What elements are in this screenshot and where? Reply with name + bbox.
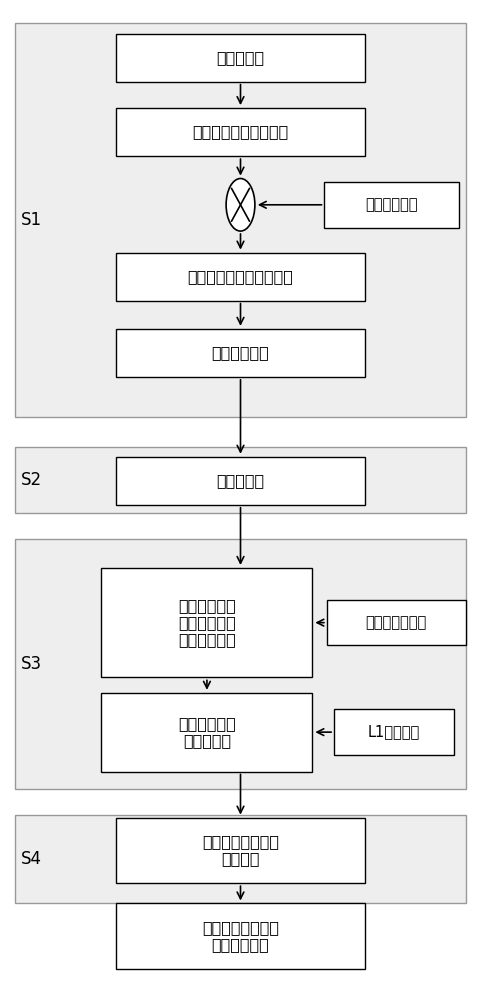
Bar xyxy=(101,568,312,677)
Bar xyxy=(116,903,364,969)
Bar xyxy=(116,108,364,156)
Text: 距离走动校正: 距离走动校正 xyxy=(211,345,269,360)
Text: 构造参考信号: 构造参考信号 xyxy=(365,197,417,212)
Text: 方位向建模: 方位向建模 xyxy=(216,473,264,488)
Text: 筛选目标主要
信息，降低噪
声，矩阵重构: 筛选目标主要 信息，降低噪 声，矩阵重构 xyxy=(178,598,235,648)
Text: S3: S3 xyxy=(21,655,42,673)
Bar xyxy=(326,600,465,645)
Text: L1稀疏约束: L1稀疏约束 xyxy=(367,725,419,740)
Bar xyxy=(324,182,458,228)
Text: S1: S1 xyxy=(21,211,42,229)
Text: S2: S2 xyxy=(21,471,42,489)
Bar xyxy=(15,23,465,417)
Bar xyxy=(116,253,364,301)
Text: 稀疏奇异値目
标函数建立: 稀疏奇异値目 标函数建立 xyxy=(178,716,235,748)
Circle shape xyxy=(226,179,254,231)
Bar xyxy=(116,818,364,883)
Text: 信号距离向傅里叶反变换: 信号距离向傅里叶反变换 xyxy=(187,269,293,284)
Bar xyxy=(15,539,465,789)
Text: 信号距离向傅里叶变换: 信号距离向傅里叶变换 xyxy=(192,125,288,140)
Bar xyxy=(116,34,364,82)
Bar xyxy=(15,815,465,903)
Text: S4: S4 xyxy=(21,850,42,868)
Text: 扫描雷达前视方位
向高分辨结果: 扫描雷达前视方位 向高分辨结果 xyxy=(202,920,278,952)
Bar xyxy=(15,447,465,513)
Bar xyxy=(116,457,364,505)
Bar xyxy=(116,329,364,377)
Bar xyxy=(333,709,453,755)
Text: 截断奇异値理论: 截断奇异値理论 xyxy=(365,615,426,630)
Text: 距离向处理: 距离向处理 xyxy=(216,50,264,65)
Bar xyxy=(101,693,312,772)
Text: 迭代策略实现目标
函数求解: 迭代策略实现目标 函数求解 xyxy=(202,834,278,867)
